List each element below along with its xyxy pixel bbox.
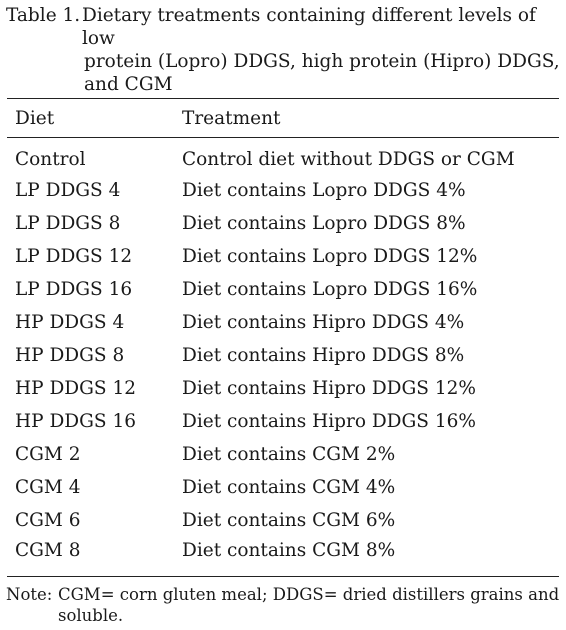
caption-line-2: protein (Lopro) DDGS, high protein (Hipr… bbox=[84, 51, 560, 72]
cell-diet: CGM 2 bbox=[15, 444, 81, 465]
table-row: CGM 2 Diet contains CGM 2% bbox=[7, 438, 559, 471]
diet-treatment-table: Diet Treatment Control Control diet with… bbox=[7, 98, 559, 577]
cell-diet: CGM 4 bbox=[15, 477, 81, 498]
cell-diet: LP DDGS 4 bbox=[15, 180, 121, 201]
cell-treatment: Diet contains Hipro DDGS 8% bbox=[182, 345, 465, 366]
caption-line-3: and CGM bbox=[84, 74, 173, 95]
table-row: HP DDGS 8 Diet contains Hipro DDGS 8% bbox=[7, 339, 559, 372]
cell-diet: HP DDGS 12 bbox=[15, 378, 136, 399]
cell-treatment: Diet contains CGM 6% bbox=[182, 510, 396, 531]
cell-diet: CGM 6 bbox=[15, 510, 81, 531]
cell-diet: HP DDGS 16 bbox=[15, 411, 136, 432]
cell-diet: CGM 8 bbox=[15, 540, 81, 561]
cell-diet: LP DDGS 16 bbox=[15, 279, 133, 300]
table-row: HP DDGS 12 Diet contains Hipro DDGS 12% bbox=[7, 372, 559, 405]
table-caption: Table 1. Dietary treatments containing d… bbox=[6, 4, 562, 96]
cell-treatment: Diet contains CGM 4% bbox=[182, 477, 396, 498]
cell-treatment: Diet contains CGM 2% bbox=[182, 444, 396, 465]
cell-treatment: Diet contains Lopro DDGS 12% bbox=[182, 246, 478, 267]
table-row: CGM 8 Diet contains CGM 8% bbox=[7, 537, 559, 577]
caption-line-1: Dietary treatments containing different … bbox=[81, 5, 536, 49]
cell-treatment: Diet contains Lopro DDGS 8% bbox=[182, 213, 466, 234]
table-row: HP DDGS 4 Diet contains Hipro DDGS 4% bbox=[7, 306, 559, 339]
cell-diet: HP DDGS 4 bbox=[15, 312, 125, 333]
header-treatment: Treatment bbox=[182, 107, 281, 129]
table-note: Note: CGM= corn gluten meal; DDGS= dried … bbox=[6, 584, 562, 626]
table-row: LP DDGS 4 Diet contains Lopro DDGS 4% bbox=[7, 174, 559, 207]
cell-diet: LP DDGS 12 bbox=[15, 246, 133, 267]
cell-diet: Control bbox=[15, 148, 86, 170]
table-row: Control Control diet without DDGS or CGM bbox=[7, 138, 559, 175]
table-row: HP DDGS 16 Diet contains Hipro DDGS 16% bbox=[7, 405, 559, 438]
note-prefix: Note: bbox=[6, 585, 53, 604]
table-row: LP DDGS 8 Diet contains Lopro DDGS 8% bbox=[7, 207, 559, 240]
cell-diet: HP DDGS 8 bbox=[15, 345, 125, 366]
cell-treatment: Diet contains Hipro DDGS 16% bbox=[182, 411, 476, 432]
cell-treatment: Diet contains CGM 8% bbox=[182, 540, 396, 561]
table-header-row: Diet Treatment bbox=[7, 98, 559, 138]
cell-treatment: Diet contains Hipro DDGS 12% bbox=[182, 378, 476, 399]
table-row: CGM 6 Diet contains CGM 6% bbox=[7, 504, 559, 537]
table-row: CGM 4 Diet contains CGM 4% bbox=[7, 471, 559, 504]
table-row: LP DDGS 12 Diet contains Lopro DDGS 12% bbox=[7, 240, 559, 273]
note-line-1: CGM= corn gluten meal; DDGS= dried disti… bbox=[58, 585, 560, 604]
cell-treatment: Diet contains Lopro DDGS 4% bbox=[182, 180, 466, 201]
caption-label: Table 1. bbox=[6, 5, 81, 26]
cell-treatment: Diet contains Lopro DDGS 16% bbox=[182, 279, 478, 300]
table-row: LP DDGS 16 Diet contains Lopro DDGS 16% bbox=[7, 273, 559, 306]
cell-treatment: Control diet without DDGS or CGM bbox=[182, 148, 515, 170]
cell-treatment: Diet contains Hipro DDGS 4% bbox=[182, 312, 465, 333]
cell-diet: LP DDGS 8 bbox=[15, 213, 121, 234]
note-line-2: soluble. bbox=[58, 606, 124, 625]
header-diet: Diet bbox=[15, 107, 55, 129]
